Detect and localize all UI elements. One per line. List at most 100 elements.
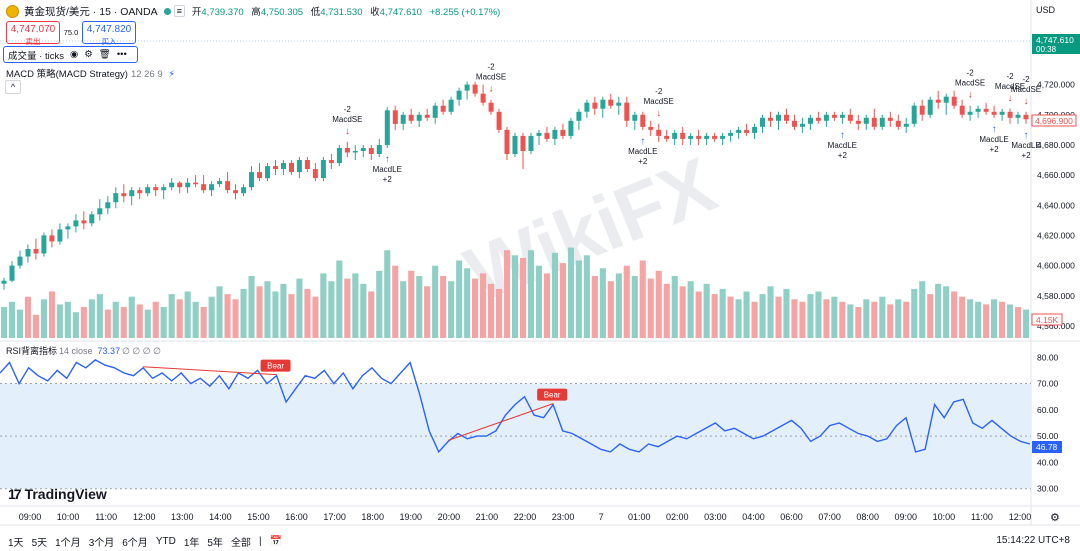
candle-body — [831, 114, 837, 118]
signal-label-8: MacdSE — [995, 82, 1025, 91]
candle-body — [720, 135, 726, 139]
candle-body — [416, 114, 422, 121]
candle-body — [600, 99, 606, 109]
candle-body — [552, 129, 558, 139]
candle-body — [951, 96, 957, 106]
countdown-label: 00:38 — [1036, 45, 1057, 54]
long-signal-arrow-7: ↑ — [992, 124, 997, 135]
rsi-tick: 60.00 — [1037, 405, 1059, 415]
range-8[interactable]: 全部 — [230, 538, 251, 549]
volume-bar — [687, 281, 694, 338]
volume-bar — [480, 273, 487, 338]
time-tick: 12:00 — [1009, 512, 1032, 522]
candle-body — [672, 132, 678, 139]
candle-body — [424, 114, 430, 118]
candle-body — [225, 181, 231, 191]
candle-body — [121, 193, 127, 197]
time-tick: 01:00 — [628, 512, 651, 522]
signal-qty-7: +2 — [990, 145, 1000, 154]
trash-icon[interactable]: 🗑 — [98, 49, 111, 60]
candle-body — [281, 163, 286, 169]
more-icon[interactable]: ••• — [116, 49, 127, 60]
volume-bar — [416, 276, 423, 338]
volume-bar — [64, 301, 71, 338]
candle-body — [736, 129, 742, 133]
settings-gear-icon: ⚙ — [1050, 512, 1060, 524]
time-tick: 14:00 — [209, 512, 232, 522]
candle-body — [895, 120, 901, 127]
range-4[interactable]: 6个月 — [122, 538, 148, 549]
candle-body — [368, 148, 374, 154]
volume-bar — [200, 307, 207, 338]
range-6[interactable]: 1年 — [183, 538, 200, 549]
candle-body — [967, 111, 973, 115]
eye-icon[interactable]: ◉ — [69, 49, 79, 60]
volume-bar — [735, 299, 742, 339]
candle-body — [792, 120, 797, 127]
volume-bar — [799, 301, 806, 338]
candle-body — [1007, 111, 1013, 118]
rsi-legend[interactable]: RSI背离指标 14 close 73.37 ∅ ∅ ∅ ∅ — [6, 346, 161, 356]
volume-bar — [975, 301, 982, 338]
volume-bar — [376, 270, 383, 338]
range-0[interactable]: 1天 — [8, 538, 24, 549]
volume-bar — [152, 301, 159, 338]
candle-body — [73, 220, 79, 227]
candle-body — [999, 111, 1005, 115]
volume-bar — [807, 294, 814, 338]
divergence-badge-0 — [260, 359, 291, 372]
volume-bar — [751, 301, 758, 338]
strategy-legend[interactable]: MACD 策略(MACD Strategy) 12 26 9 ⚡ — [6, 69, 175, 80]
candle-body — [847, 114, 853, 121]
time-tick: 09:00 — [895, 512, 918, 522]
candle-body — [352, 151, 358, 153]
candle-body — [336, 148, 342, 164]
time-tick: 19:00 — [400, 512, 423, 522]
signal-label-3: MacdSE — [644, 97, 674, 106]
divergence-label-1: Bear — [544, 391, 561, 400]
currency-label[interactable]: USD — [1036, 5, 1056, 15]
collapse-legend-icon[interactable]: ^ — [5, 80, 21, 94]
candle-body — [49, 235, 55, 242]
sell-button[interactable]: 4,747.070 卖出 — [6, 20, 60, 46]
strategy-settings-icon[interactable]: ⚡ — [168, 69, 175, 80]
settings-icon[interactable]: ⚙ — [84, 49, 93, 60]
range-5[interactable]: YTD — [155, 536, 176, 547]
volume-bar — [655, 270, 662, 338]
candle-body — [312, 169, 318, 179]
rsi-tick: 30.00 — [1037, 484, 1059, 494]
volume-bar — [831, 296, 838, 338]
volume-bar — [615, 273, 622, 338]
short-signal-arrow-2: ↓ — [489, 84, 494, 95]
volume-bar — [384, 250, 391, 338]
range-2[interactable]: 1个月 — [55, 538, 81, 549]
candle-body — [440, 105, 446, 112]
candle-body — [488, 102, 494, 112]
volume-bar — [903, 301, 910, 338]
candle-body — [863, 117, 869, 124]
range-7[interactable]: 5年 — [207, 538, 223, 549]
candle-body — [728, 132, 734, 136]
time-tick: 10:00 — [933, 512, 956, 522]
volume-bar — [639, 260, 646, 338]
candle-body — [448, 99, 454, 112]
candle-body — [815, 117, 821, 121]
calendar-icon[interactable]: 📅 — [269, 536, 282, 547]
candle-body — [656, 129, 662, 136]
divergence-label-0: Bear — [267, 362, 284, 371]
flag-icon[interactable]: ≡ — [173, 5, 185, 17]
buy-button[interactable]: 4,747.820 买入 — [82, 20, 136, 46]
clock[interactable]: 15:14:22 UTC+8 — [996, 535, 1070, 546]
volume-bar — [464, 268, 471, 339]
volume-bar — [967, 299, 974, 339]
volume-bar — [559, 263, 566, 338]
candle-body — [696, 135, 702, 139]
range-3[interactable]: 3个月 — [88, 538, 115, 549]
range-1[interactable]: 5天 — [31, 538, 48, 549]
signal-label-0: MacdSE — [332, 115, 362, 124]
symbol-title[interactable]: 黄金现货/美元 · 15 · OANDA — [24, 5, 158, 18]
rsi-tick: 40.00 — [1037, 457, 1059, 467]
candle-body — [616, 102, 622, 106]
candle-body — [129, 190, 135, 197]
